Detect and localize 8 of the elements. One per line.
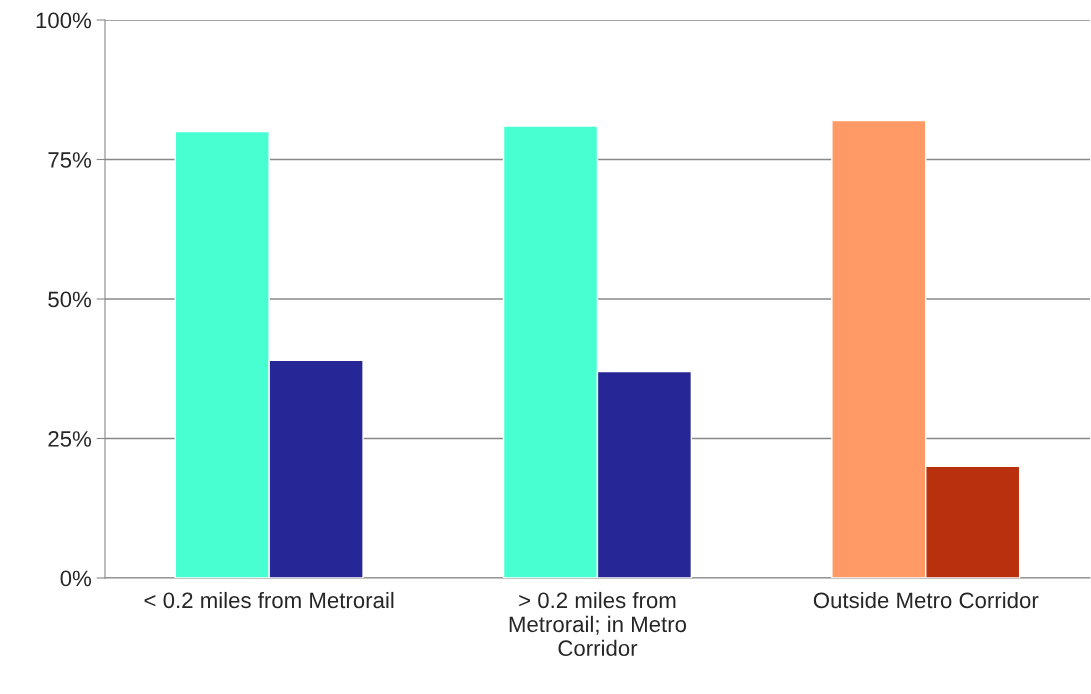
y-tick-label: 100% <box>36 12 92 29</box>
y-tick-label: 0% <box>60 570 92 587</box>
x-tick-label: < 0.2 miles from Metrorail <box>144 591 394 609</box>
y-tick-label: 75% <box>48 152 92 168</box>
x-tick-label: > 0.2 miles from Metrorail; in Metro Corridor <box>509 591 687 657</box>
y-tick-label: 25% <box>48 431 92 447</box>
y-tick-label: 50% <box>48 291 92 308</box>
x-tick-label: Outside Metro Corridor <box>813 591 1039 609</box>
